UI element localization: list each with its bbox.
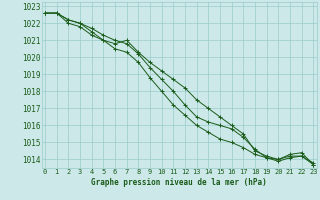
X-axis label: Graphe pression niveau de la mer (hPa): Graphe pression niveau de la mer (hPa) [91,178,267,187]
